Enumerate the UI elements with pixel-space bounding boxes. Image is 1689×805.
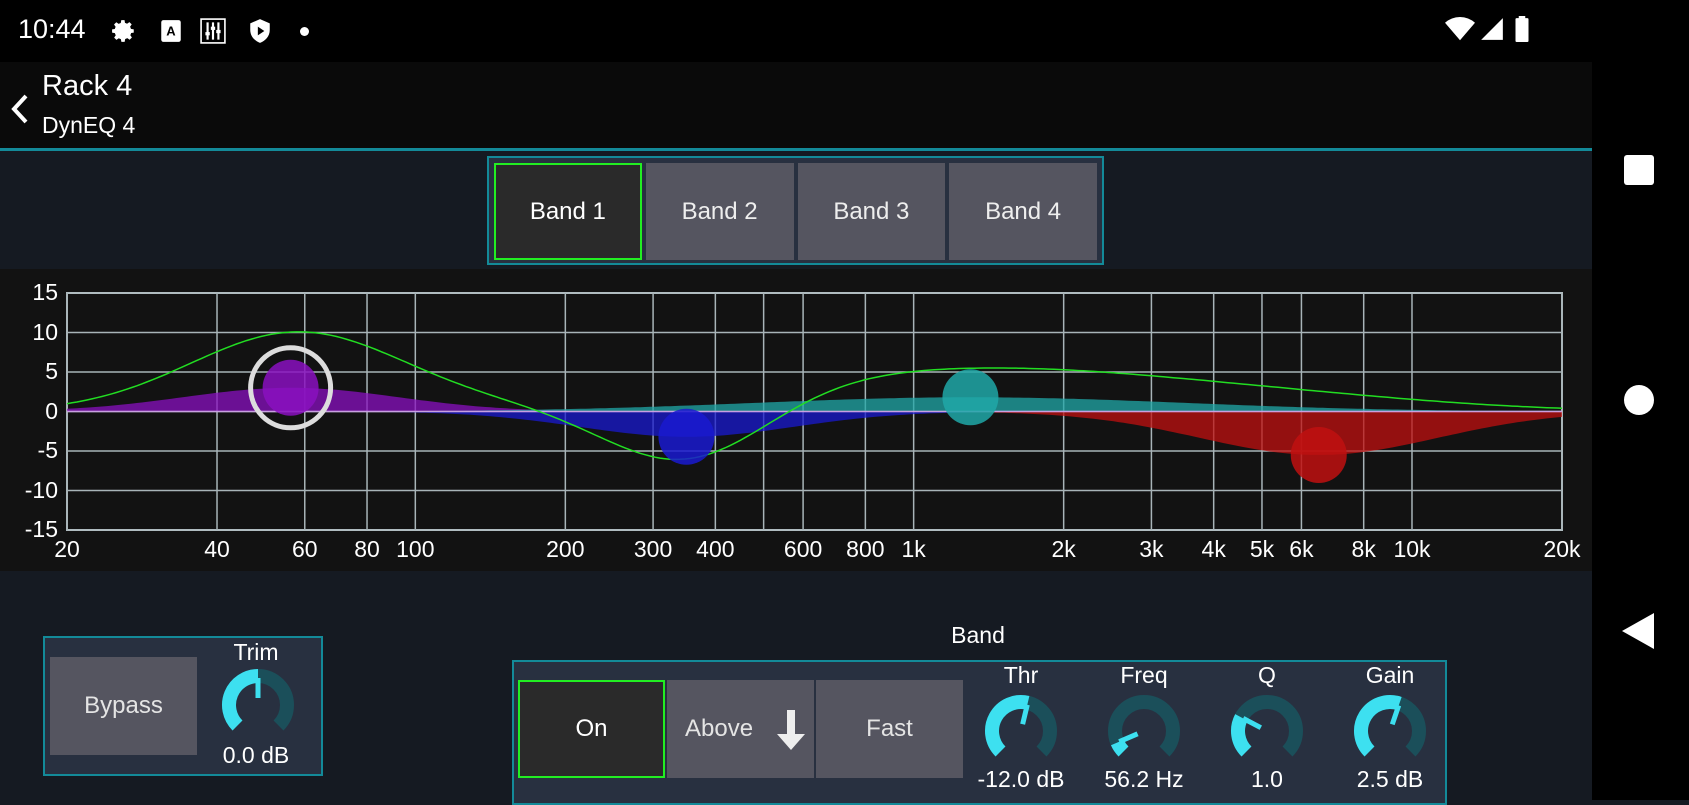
y-tick-label: -5 [37, 437, 58, 463]
page-title: Rack 4 [42, 70, 133, 102]
y-tick-label: 10 [32, 318, 58, 345]
y-tick-label: 15 [32, 279, 58, 305]
x-tick-label: 800 [846, 536, 885, 562]
band-tabs: Band 1 Band 2 Band 3 Band 4 [487, 156, 1104, 265]
above-label: Above [685, 715, 754, 742]
band-panel: On Above Fast Thr -12.0 dB Freq 56.2 Hz Q … [512, 660, 1447, 805]
trim-value: 0.0 dB [222, 742, 290, 768]
trim-knob[interactable] [221, 668, 295, 742]
y-tick-label: -15 [24, 516, 58, 542]
back-arrow-icon[interactable] [10, 94, 30, 124]
font-a-icon: A [161, 20, 181, 42]
x-tick-label: 100 [396, 536, 435, 562]
app-header: Rack 4 DynEQ 4 [0, 62, 1592, 151]
bypass-button[interactable]: Bypass [50, 657, 197, 755]
band-4-fill [67, 411, 1562, 455]
dot-icon [300, 27, 309, 36]
status-bar: 10:44 A [0, 0, 1592, 62]
q-knob[interactable] [1230, 694, 1304, 768]
tab-band-1[interactable]: Band 1 [494, 163, 642, 260]
above-button[interactable]: Above [667, 680, 814, 778]
x-tick-label: 3k [1139, 536, 1164, 562]
back-triangle-button[interactable] [1622, 613, 1656, 649]
band-2-handle[interactable] [658, 408, 715, 465]
x-tick-label: 2k [1051, 536, 1076, 562]
x-tick-label: 60 [291, 536, 318, 562]
knob-fill [1354, 695, 1402, 757]
x-tick-label: 400 [696, 536, 735, 562]
navigation-bar [1592, 0, 1689, 800]
fast-button[interactable]: Fast [816, 680, 963, 778]
response-curve [66, 331, 1563, 461]
knob-label-gain: Gain [1365, 662, 1415, 688]
x-tick-label: 20k [1543, 536, 1581, 562]
knob-value-freq: 56.2 Hz [1104, 766, 1184, 792]
mixer-icon [200, 18, 226, 44]
band-3-handle[interactable] [942, 369, 999, 426]
band-1-handle[interactable] [262, 359, 319, 416]
x-tick-label: 5k [1249, 536, 1275, 562]
x-tick-label: 1k [901, 536, 926, 562]
band-section-title: Band [951, 622, 1005, 648]
x-tick-label: 20 [54, 536, 80, 562]
knob-label-thr: Thr [1003, 662, 1039, 688]
selected-band-ring [248, 345, 334, 431]
x-tick-label: 200 [546, 536, 585, 562]
thr-knob[interactable] [984, 694, 1058, 768]
x-tick-label: 40 [204, 536, 230, 562]
knob-fill [1110, 739, 1129, 757]
signal-icon [1481, 18, 1503, 40]
knob-value-q: 1.0 [1251, 766, 1283, 792]
knob-pointer [1389, 704, 1402, 726]
tab-band-3[interactable]: Band 3 [797, 163, 946, 260]
band-1-fill [67, 387, 1562, 412]
knob-value-thr: -12.0 dB [977, 766, 1065, 792]
band-3-fill [67, 397, 1562, 412]
knob-value-gain: 2.5 dB [1356, 766, 1424, 792]
knob-pointer [1118, 731, 1139, 745]
x-tick-label: 600 [783, 536, 823, 562]
page-subtitle: DynEQ 4 [42, 112, 136, 138]
battery-icon [1515, 16, 1529, 42]
knob-label-freq: Freq [1120, 662, 1168, 688]
tab-band-4[interactable]: Band 4 [949, 163, 1097, 260]
x-tick-label: 10k [1393, 536, 1431, 562]
knob-pointer [1241, 716, 1262, 730]
wifi-icon [1445, 17, 1475, 41]
trim-panel: Bypass Trim 0.0 dB [43, 636, 323, 776]
x-tick-label: 8k [1351, 536, 1376, 562]
gear-icon [112, 20, 134, 42]
knob-fill [985, 695, 1030, 757]
y-tick-label: -10 [24, 476, 58, 503]
trim-label: Trim [233, 639, 279, 665]
eq-graph-svg[interactable] [0, 269, 1592, 571]
home-button[interactable] [1624, 385, 1654, 415]
knob-fill [1231, 714, 1252, 757]
svg-text:A: A [166, 23, 176, 38]
recents-button[interactable] [1624, 155, 1654, 185]
status-time: 10:44 [18, 14, 86, 44]
band-4-handle[interactable] [1290, 426, 1347, 483]
freq-knob[interactable] [1107, 694, 1181, 768]
tab-band-2[interactable]: Band 2 [645, 163, 794, 260]
x-tick-label: 300 [633, 536, 673, 562]
shield-play-icon [250, 19, 270, 43]
knob-pointer [1020, 704, 1030, 725]
knob-fill [222, 669, 259, 731]
x-tick-label: 80 [354, 536, 380, 562]
y-tick-label: 5 [45, 358, 58, 384]
x-tick-label: 4k [1201, 536, 1226, 562]
y-tick-label: 0 [45, 397, 58, 424]
knob-track [1108, 695, 1180, 757]
x-tick-label: 6k [1289, 536, 1314, 562]
band-2-fill [67, 411, 1562, 437]
gain-knob[interactable] [1353, 694, 1427, 768]
eq-graph[interactable]: 15 10 5 0 -5 -10 -15 20 40 60 80 100 200 300 400 600 80… [0, 269, 1592, 571]
arrow-down-icon [777, 710, 805, 750]
band-on-button[interactable]: On [518, 680, 665, 778]
knob-label-q: Q [1258, 662, 1276, 688]
